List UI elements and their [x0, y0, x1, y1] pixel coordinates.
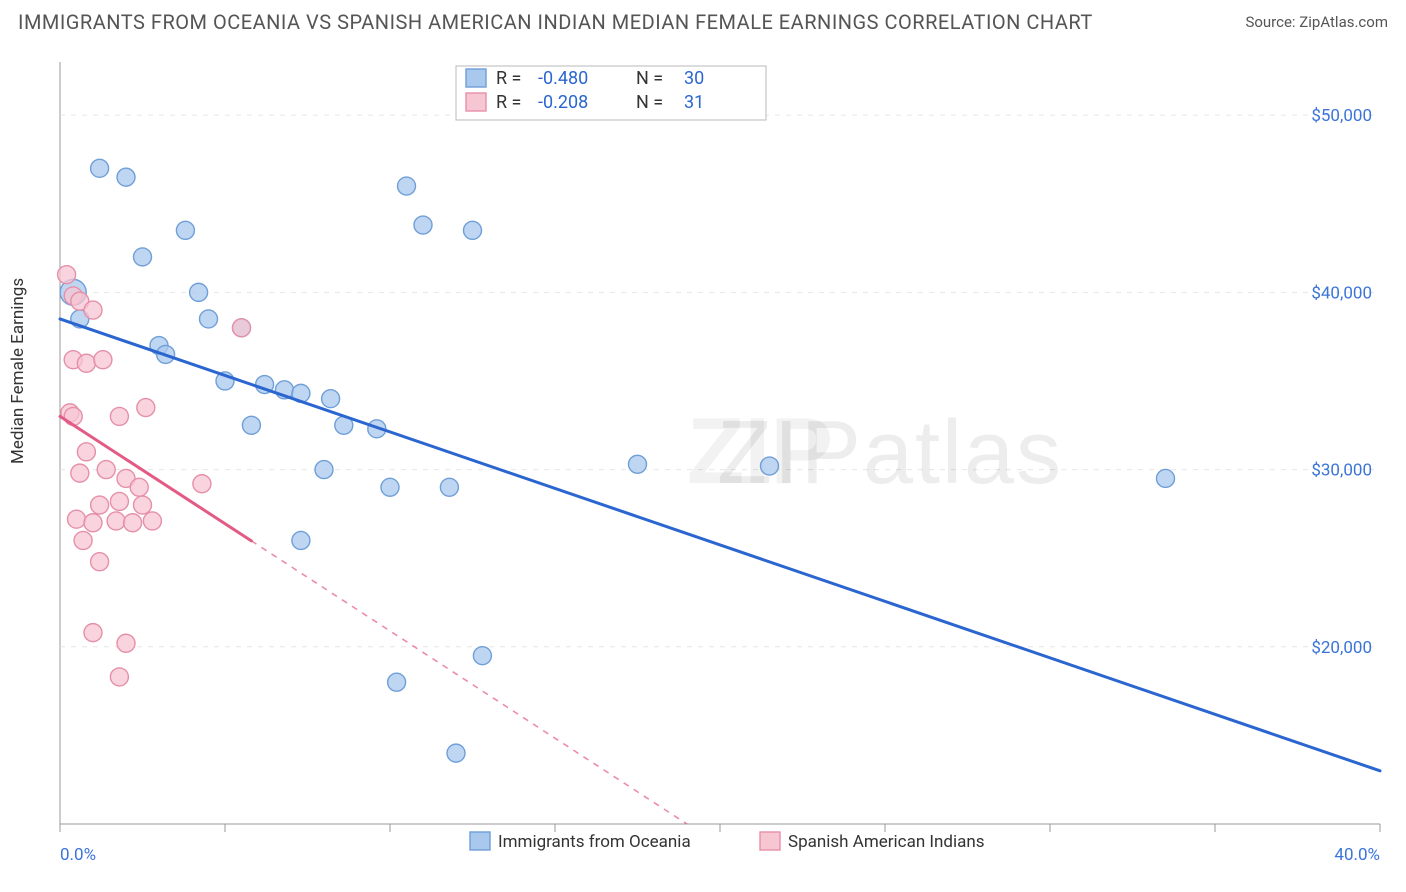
source-credit: Source: ZipAtlas.com: [1245, 13, 1388, 31]
svg-text:R =: R =: [496, 68, 521, 89]
svg-text:Spanish American Indians: Spanish American Indians: [788, 832, 985, 852]
svg-text:N =: N =: [636, 68, 663, 89]
svg-text:Immigrants from Oceania: Immigrants from Oceania: [498, 832, 691, 852]
svg-text:R =: R =: [496, 92, 521, 113]
chart-title: IMMIGRANTS FROM OCEANIA VS SPANISH AMERI…: [18, 10, 1093, 34]
svg-text:-0.480: -0.480: [538, 68, 588, 89]
header: IMMIGRANTS FROM OCEANIA VS SPANISH AMERI…: [0, 0, 1406, 40]
svg-text:N =: N =: [636, 92, 663, 113]
svg-text:0.0%: 0.0%: [60, 845, 96, 865]
svg-text:$20,000: $20,000: [1311, 638, 1372, 658]
correlation-chart: $20,000 $30,000 $40,000 $50,000 0.0% 40.0% ZIP…: [0, 44, 1406, 892]
chart-container: Median Female Earnings $20,000 $30,000 $40…: [0, 44, 1406, 892]
source-link[interactable]: ZipAtlas.com: [1299, 13, 1388, 31]
svg-text:$50,000: $50,000: [1311, 106, 1372, 126]
svg-text:-0.208: -0.208: [538, 92, 588, 113]
svg-text:40.0%: 40.0%: [1334, 845, 1380, 865]
svg-text:ZIP: ZIP: [687, 398, 833, 503]
y-axis-label: Median Female Earnings: [8, 278, 28, 464]
svg-text:$40,000: $40,000: [1311, 283, 1372, 303]
svg-text:31: 31: [684, 92, 704, 113]
svg-text:30: 30: [684, 68, 704, 89]
svg-text:$30,000: $30,000: [1311, 461, 1372, 481]
source-label: Source:: [1245, 13, 1295, 31]
